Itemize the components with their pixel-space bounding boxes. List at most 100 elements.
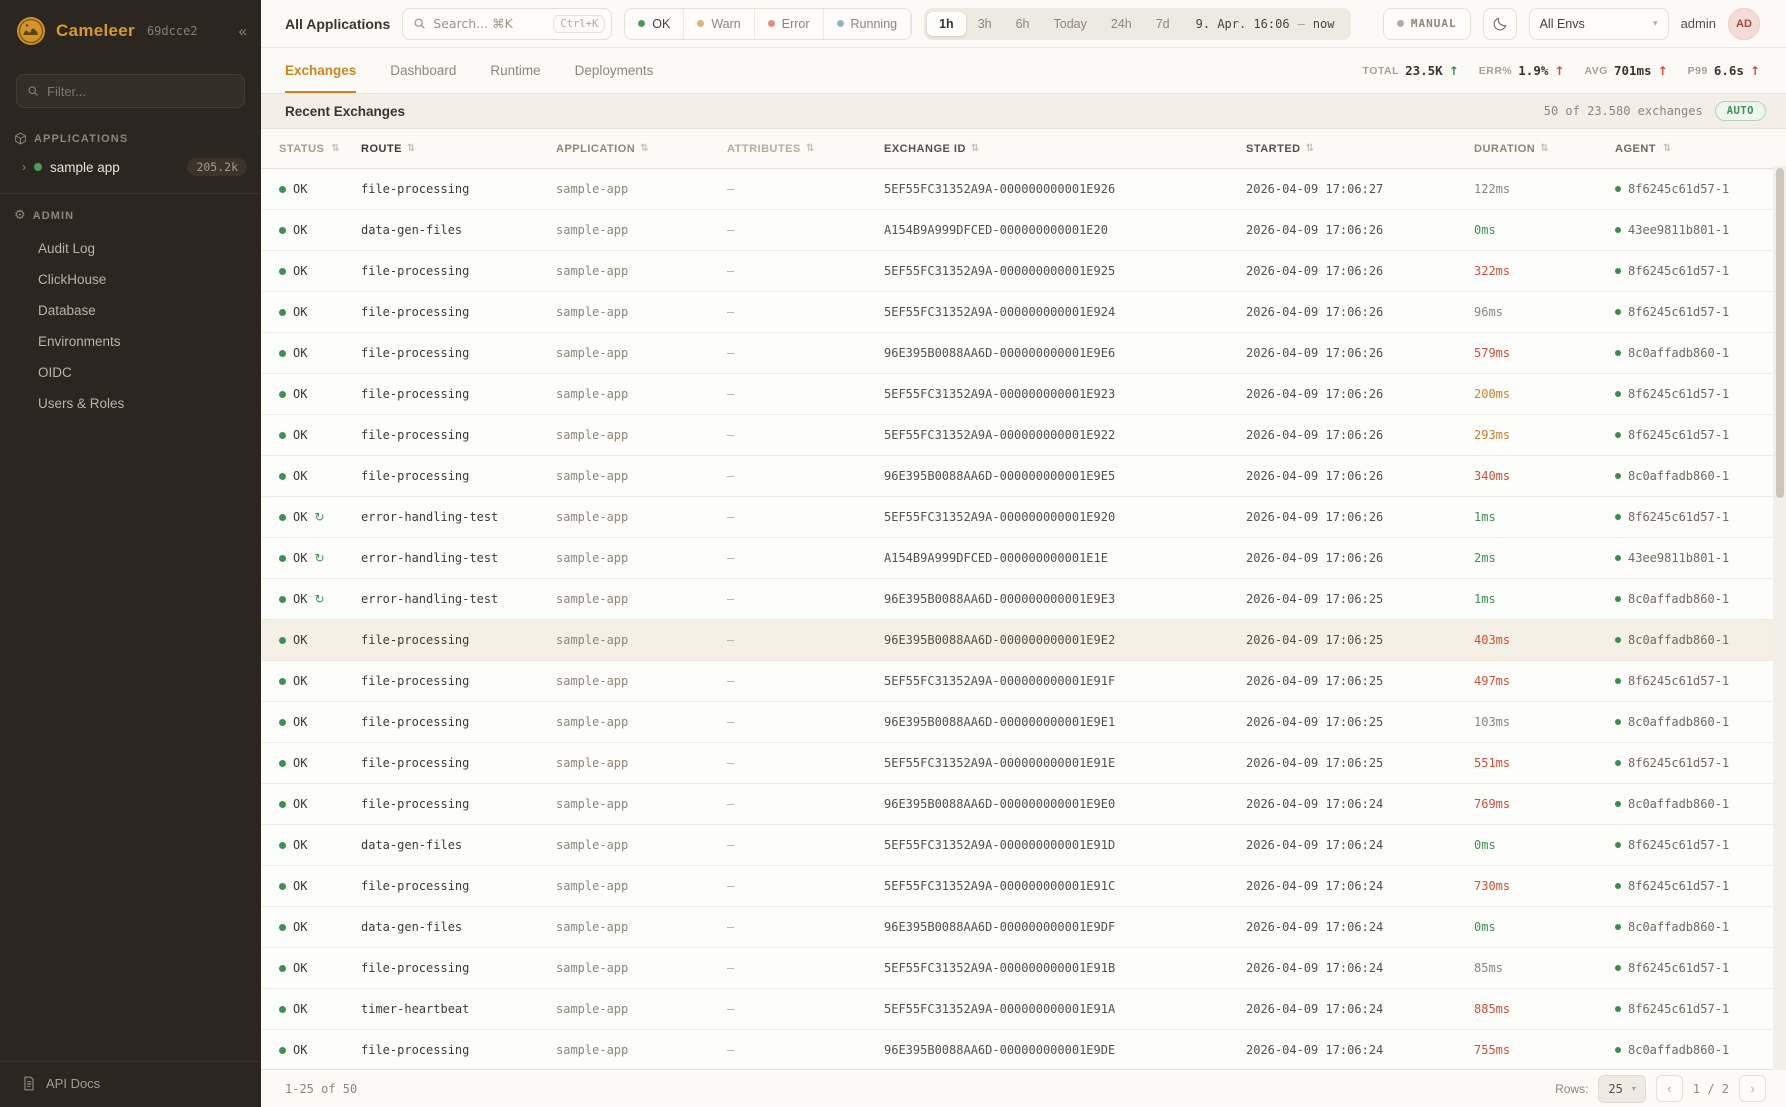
sidebar-admin-item[interactable]: ClickHouse	[38, 272, 107, 287]
search-icon	[414, 18, 426, 29]
cell-exchange-id: A154B9A999DFCED-000000000001E1E	[884, 551, 1108, 565]
tab[interactable]: Runtime	[490, 63, 541, 78]
table-row[interactable]: OK file-processing sample-app — 5EF55FC3…	[261, 866, 1786, 907]
redelivery-icon: ↻	[314, 592, 325, 606]
sidebar-filter-input[interactable]: Filter...	[16, 74, 245, 108]
status-filter-button[interactable]: Error	[755, 8, 824, 39]
search-placeholder: Search... ⌘K	[433, 16, 513, 31]
cell-exchange-id: 5EF55FC31352A9A-000000000001E91F	[884, 674, 1116, 688]
sidebar-admin-item[interactable]: Audit Log	[38, 241, 96, 256]
cell-status: OK	[279, 305, 361, 319]
column-header-started[interactable]: STARTED ⇅	[1246, 142, 1315, 155]
scrollbar-thumb[interactable]	[1776, 168, 1784, 498]
cell-started: 2026-04-09 17:06:24	[1246, 961, 1384, 975]
scope-selector[interactable]: All Applications	[285, 15, 391, 32]
next-page-button[interactable]: ›	[1739, 1075, 1766, 1102]
cell-attributes: —	[727, 674, 735, 688]
cell-route: data-gen-files	[361, 838, 463, 852]
cell-started: 2026-04-09 17:06:24	[1246, 920, 1384, 934]
cell-attributes: —	[727, 715, 735, 729]
admin-section-label: ⚙ ADMIN	[14, 208, 75, 223]
date-range-display[interactable]: 9. Apr. 16:06 — now	[1195, 16, 1335, 31]
environment-select[interactable]: All Envs ▾	[1528, 7, 1669, 40]
sidebar-admin-item[interactable]: Users & Roles	[38, 396, 125, 411]
table-row[interactable]: OK file-processing sample-app — 96E395B0…	[261, 702, 1786, 743]
rows-per-page-select[interactable]: 25 ▾	[1598, 1074, 1646, 1103]
dark-mode-toggle[interactable]	[1482, 7, 1517, 40]
agent-status-dot	[1615, 555, 1621, 561]
table-row[interactable]: OK file-processing sample-app — 5EF55FC3…	[261, 948, 1786, 989]
sidebar-admin-item[interactable]: Database	[38, 303, 96, 318]
time-range-button[interactable]: 24h	[1110, 16, 1132, 31]
sidebar-admin-item[interactable]: OIDC	[38, 365, 72, 380]
status-filter-button[interactable]: Warn	[684, 8, 755, 39]
sidebar-admin-item[interactable]: Environments	[38, 334, 121, 349]
table-row[interactable]: OK file-processing sample-app — 96E395B0…	[261, 456, 1786, 497]
table-row[interactable]: OK ↻ error-handling-test sample-app — 96…	[261, 579, 1786, 620]
status-filter-button[interactable]: OK	[625, 8, 685, 39]
gear-icon: ⚙	[14, 208, 26, 223]
cell-route: file-processing	[361, 756, 470, 770]
table-row[interactable]: OK file-processing sample-app — 5EF55FC3…	[261, 374, 1786, 415]
auto-refresh-badge[interactable]: AUTO	[1714, 101, 1766, 121]
cell-status: OK	[279, 264, 361, 278]
table-row[interactable]: OK data-gen-files sample-app — 5EF55FC31…	[261, 825, 1786, 866]
time-range-button[interactable]: 3h	[977, 16, 992, 31]
avatar[interactable]: AD	[1728, 7, 1760, 40]
table-row[interactable]: OK file-processing sample-app — 5EF55FC3…	[261, 292, 1786, 333]
cell-application: sample-app	[556, 879, 629, 893]
status-filter-button[interactable]: Running	[824, 8, 912, 39]
table-row[interactable]: OK ↻ error-handling-test sample-app — A1…	[261, 538, 1786, 579]
table-row[interactable]: OK file-processing sample-app — 5EF55FC3…	[261, 251, 1786, 292]
chevron-right-icon[interactable]: ›	[22, 160, 26, 174]
cell-application: sample-app	[556, 264, 629, 278]
table-row[interactable]: OK file-processing sample-app — 5EF55FC3…	[261, 169, 1786, 210]
table-header: STATUS ⇅ ROUTE ⇅ APPLICATION ⇅ ATTRIBUTES ⇅ …	[261, 129, 1786, 169]
search-input[interactable]: Search... ⌘K Ctrl+K	[402, 7, 613, 40]
table-row[interactable]: OK file-processing sample-app — 96E395B0…	[261, 1030, 1786, 1069]
sidebar-item-api-docs[interactable]: API Docs	[0, 1061, 261, 1107]
table-row[interactable]: OK data-gen-files sample-app — 96E395B00…	[261, 907, 1786, 948]
time-range-button[interactable]: 1h	[927, 11, 966, 36]
time-range-button[interactable]: 6h	[1015, 16, 1030, 31]
table-row[interactable]: OK file-processing sample-app — 96E395B0…	[261, 784, 1786, 825]
cell-agent: 8c0affadb860-1	[1615, 920, 1786, 934]
manual-refresh-button[interactable]: MANUAL	[1382, 7, 1471, 40]
column-header-agent[interactable]: AGENT ⇅	[1615, 142, 1672, 155]
column-header-route[interactable]: ROUTE ⇅	[361, 142, 416, 155]
sidebar-item-sample-app[interactable]: › sample app 205.2k	[0, 151, 261, 185]
prev-page-button[interactable]: ‹	[1655, 1075, 1683, 1102]
tab[interactable]: Exchanges	[285, 48, 357, 93]
table-row[interactable]: OK file-processing sample-app — 5EF55FC3…	[261, 661, 1786, 702]
table-row[interactable]: OK timer-heartbeat sample-app — 5EF55FC3…	[261, 989, 1786, 1030]
table-row[interactable]: OK file-processing sample-app — 5EF55FC3…	[261, 743, 1786, 784]
column-header-exchange-id[interactable]: EXCHANGE ID ⇅	[884, 142, 980, 155]
status-label: OK	[293, 1043, 308, 1057]
status-label: OK	[293, 182, 308, 196]
table-row[interactable]: OK file-processing sample-app — 96E395B0…	[261, 333, 1786, 374]
column-header-status[interactable]: STATUS ⇅	[279, 142, 341, 155]
cell-started: 2026-04-09 17:06:26	[1246, 428, 1384, 442]
cell-attributes: —	[727, 305, 735, 319]
table-row[interactable]: OK ↻ error-handling-test sample-app — 5E…	[261, 497, 1786, 538]
sidebar-header: Cameleer 69dcce2 «	[0, 0, 261, 60]
tab[interactable]: Dashboard	[390, 63, 457, 78]
vertical-scrollbar[interactable]	[1773, 166, 1786, 1070]
table-row[interactable]: OK file-processing sample-app — 96E395B0…	[261, 620, 1786, 661]
time-range-button[interactable]: Today	[1053, 16, 1087, 31]
column-header-duration[interactable]: DURATION ⇅	[1474, 142, 1550, 155]
agent-id: 8c0affadb860-1	[1628, 1043, 1730, 1057]
time-range-button[interactable]: 7d	[1155, 16, 1170, 31]
table-row[interactable]: OK file-processing sample-app — 5EF55FC3…	[261, 415, 1786, 456]
table-row[interactable]: OK data-gen-files sample-app — A154B9A99…	[261, 210, 1786, 251]
column-header-application[interactable]: APPLICATION ⇅	[556, 142, 650, 155]
sort-icon: ⇅	[1305, 143, 1315, 154]
applications-section-label: APPLICATIONS	[0, 118, 261, 151]
cell-exchange-id: 96E395B0088AA6D-000000000001E9DE	[884, 1043, 1116, 1057]
tab[interactable]: Deployments	[574, 63, 654, 78]
cell-attributes: —	[727, 469, 735, 483]
sidebar-collapse-icon[interactable]: «	[238, 22, 247, 40]
status-label: OK	[293, 469, 308, 483]
column-header-attributes[interactable]: ATTRIBUTES ⇅	[727, 142, 815, 155]
